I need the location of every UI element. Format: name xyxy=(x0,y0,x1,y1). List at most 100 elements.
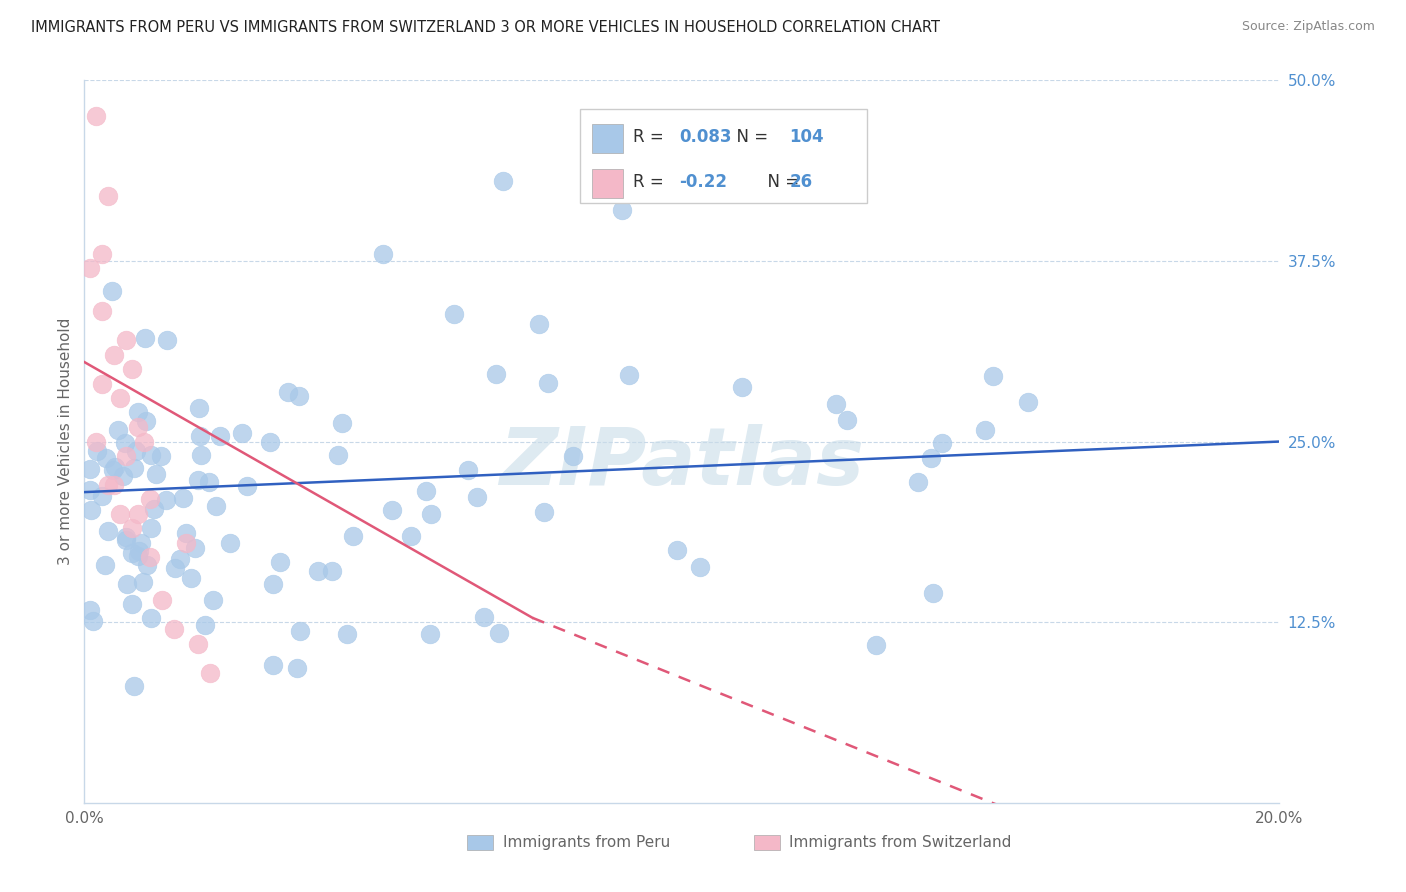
Point xyxy=(115,533,138,547)
Point xyxy=(277,384,299,399)
Point xyxy=(285,661,308,675)
Point xyxy=(666,543,689,558)
Point xyxy=(91,489,114,503)
Point xyxy=(112,469,135,483)
Point xyxy=(121,362,143,376)
Point xyxy=(485,367,508,381)
Point xyxy=(101,285,124,299)
Point xyxy=(321,564,343,578)
Point xyxy=(981,369,1004,384)
Point xyxy=(187,637,209,651)
Point xyxy=(145,467,167,481)
Point xyxy=(174,535,197,549)
Point xyxy=(104,459,127,474)
Point xyxy=(121,545,143,559)
Point xyxy=(922,586,945,600)
Point xyxy=(330,416,353,430)
Point xyxy=(562,449,585,463)
Point xyxy=(373,246,395,260)
Point xyxy=(127,405,149,419)
Point xyxy=(122,679,145,693)
Point xyxy=(262,577,284,591)
Point xyxy=(128,544,150,558)
Point xyxy=(907,475,929,489)
Text: N =: N = xyxy=(758,173,804,192)
Point xyxy=(114,530,136,544)
Point xyxy=(537,376,560,390)
Point xyxy=(94,558,117,572)
Point xyxy=(125,444,148,458)
Point xyxy=(184,541,207,556)
Point xyxy=(1017,395,1039,409)
Point xyxy=(689,560,711,574)
Point xyxy=(209,429,232,443)
Point xyxy=(132,434,156,449)
Point xyxy=(80,502,103,516)
Point xyxy=(91,304,114,318)
Bar xyxy=(467,835,494,850)
Point xyxy=(529,318,551,332)
Point xyxy=(139,611,162,625)
Point xyxy=(381,503,404,517)
Point xyxy=(155,492,177,507)
Point xyxy=(129,535,152,549)
Point xyxy=(202,593,225,607)
Text: R =: R = xyxy=(633,173,669,192)
Point xyxy=(326,448,349,462)
FancyBboxPatch shape xyxy=(581,109,868,203)
Point xyxy=(194,618,217,632)
Point xyxy=(197,475,219,490)
Point xyxy=(139,521,162,535)
Point xyxy=(103,462,125,476)
Point xyxy=(107,423,129,437)
Point xyxy=(188,429,211,443)
Point xyxy=(117,577,139,591)
Point xyxy=(533,505,555,519)
Point xyxy=(86,444,108,458)
Point xyxy=(172,491,194,506)
Point xyxy=(127,420,149,434)
Point xyxy=(79,483,101,497)
Point xyxy=(97,478,120,492)
Text: R =: R = xyxy=(633,128,669,146)
Point xyxy=(973,424,995,438)
Bar xyxy=(592,169,623,198)
Point xyxy=(472,609,495,624)
Text: N =: N = xyxy=(725,128,773,146)
Point xyxy=(336,627,359,641)
Point xyxy=(419,508,441,522)
Point xyxy=(443,307,465,321)
Point xyxy=(835,413,858,427)
Point xyxy=(139,448,162,462)
Point xyxy=(174,525,197,540)
Text: 104: 104 xyxy=(790,128,824,146)
Point xyxy=(262,658,284,673)
Point xyxy=(419,627,441,641)
Point xyxy=(204,500,226,514)
Point xyxy=(79,603,101,617)
Point xyxy=(288,389,311,403)
Point xyxy=(139,492,162,507)
Point xyxy=(110,391,132,405)
Point xyxy=(465,490,488,504)
Point xyxy=(134,331,156,345)
Bar xyxy=(592,124,623,153)
Point xyxy=(127,507,149,521)
Point xyxy=(150,593,173,607)
Point xyxy=(415,484,437,499)
Point xyxy=(115,334,138,348)
Point xyxy=(103,478,125,492)
Text: ZIPatlas: ZIPatlas xyxy=(499,425,865,502)
Y-axis label: 3 or more Vehicles in Household: 3 or more Vehicles in Household xyxy=(58,318,73,566)
Point xyxy=(307,564,329,578)
Point xyxy=(399,529,422,543)
Text: Immigrants from Switzerland: Immigrants from Switzerland xyxy=(790,835,1012,850)
Point xyxy=(492,174,515,188)
Point xyxy=(219,536,242,550)
Point xyxy=(103,348,125,362)
Point xyxy=(612,203,634,218)
Point xyxy=(259,435,281,450)
Point xyxy=(121,597,143,611)
Point xyxy=(135,413,157,427)
Text: -0.22: -0.22 xyxy=(679,173,727,192)
